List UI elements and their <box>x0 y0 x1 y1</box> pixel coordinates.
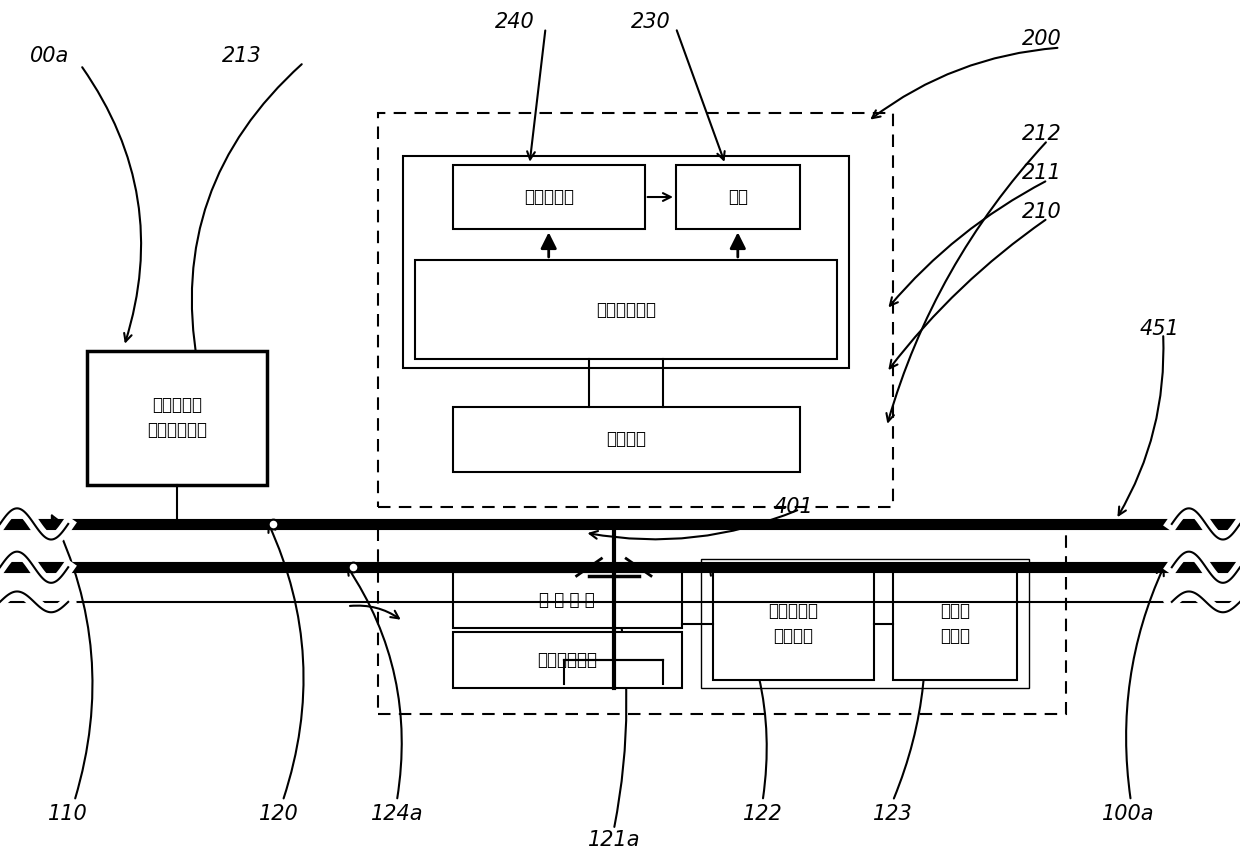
Text: 230: 230 <box>631 11 671 32</box>
Text: 供电处理电路: 供电处理电路 <box>537 651 598 669</box>
Text: 200: 200 <box>1022 29 1061 49</box>
Text: 110: 110 <box>48 804 88 824</box>
Bar <box>378 113 893 507</box>
Bar <box>403 156 849 368</box>
Bar <box>893 567 1017 680</box>
Text: 122: 122 <box>743 804 782 824</box>
Text: 受电处理电路: 受电处理电路 <box>596 301 656 319</box>
Text: 牵引变电站
（电源电路）: 牵引变电站 （电源电路） <box>146 397 207 439</box>
Text: 121a: 121a <box>588 830 640 850</box>
Text: 负载: 负载 <box>728 188 748 206</box>
Text: 210: 210 <box>1022 202 1061 223</box>
Text: 123: 123 <box>873 804 913 824</box>
Text: 00a: 00a <box>30 46 69 67</box>
Text: 驱动电
机电路: 驱动电 机电路 <box>940 602 970 645</box>
Text: 100a: 100a <box>1102 804 1154 824</box>
Bar <box>378 528 1066 714</box>
Text: 212: 212 <box>1022 124 1061 145</box>
Text: 受电线圈: 受电线圈 <box>606 430 646 449</box>
Bar <box>701 559 1029 688</box>
Text: 124a: 124a <box>371 804 423 824</box>
Text: 401: 401 <box>774 496 813 517</box>
Text: 供 电 线 圈: 供 电 线 圈 <box>539 591 595 609</box>
Text: 211: 211 <box>1022 163 1061 184</box>
Text: 451: 451 <box>1140 319 1179 339</box>
Bar <box>453 407 800 472</box>
Bar <box>415 260 837 359</box>
Bar <box>713 567 874 680</box>
Text: 240: 240 <box>495 11 534 32</box>
Bar <box>453 165 645 229</box>
Text: 120: 120 <box>259 804 299 824</box>
Bar <box>676 165 800 229</box>
Text: 213: 213 <box>222 46 262 67</box>
Bar <box>453 632 682 688</box>
Text: 位置标识源
探测电路: 位置标识源 探测电路 <box>769 602 818 645</box>
Bar <box>87 351 267 485</box>
Bar <box>453 572 682 628</box>
Text: 车载蓄电池: 车载蓄电池 <box>523 188 574 206</box>
